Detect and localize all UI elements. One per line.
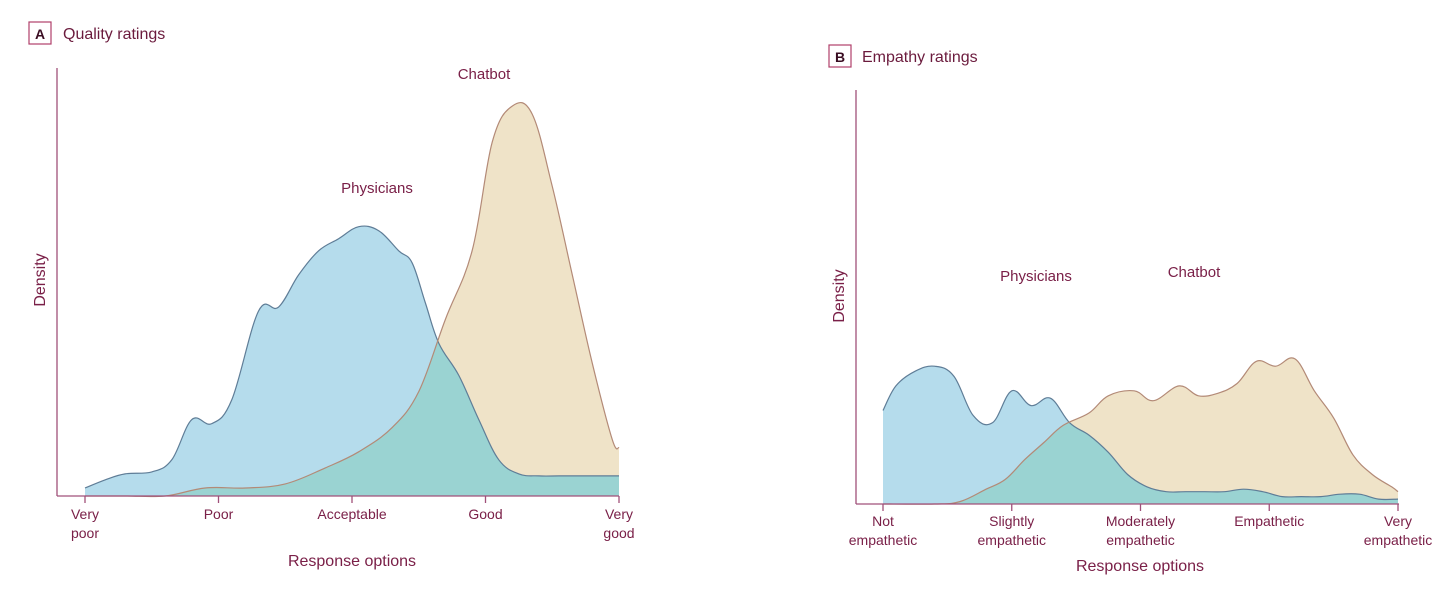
physicians-density-line — [882, 365, 1399, 501]
chatbot-density-area — [883, 357, 1398, 505]
x-tick-label: Very empathetic — [1364, 513, 1432, 548]
panel-empathy-ratings: B Empathy ratings Not empathetic Slightly e… — [828, 44, 1432, 575]
x-tick-label: Slightly empathetic — [978, 513, 1046, 548]
panel-b-x-label: Response options — [1076, 558, 1204, 575]
chatbot-density-line — [85, 101, 620, 498]
chatbot-density-area — [85, 102, 619, 497]
physicians-series-label: Physicians — [341, 180, 413, 197]
physicians-density-line — [84, 225, 619, 489]
physicians-series-label: Physicians — [1000, 268, 1072, 285]
panel-a-title: Quality ratings — [63, 26, 165, 43]
panel-a-ticks: Very poor Poor Acceptable Good Very good — [71, 496, 635, 541]
x-tick-label: Very poor — [71, 506, 99, 541]
panel-b-title: Empathy ratings — [862, 49, 978, 66]
panel-a-x-label: Response options — [288, 553, 416, 570]
x-tick-label: Very good — [603, 506, 634, 541]
panel-b-letter: B — [835, 49, 845, 65]
physicians-density-area — [883, 366, 1398, 504]
panel-a-letter: A — [35, 26, 45, 42]
x-tick-label: Empathetic — [1234, 513, 1304, 529]
physicians-density-area — [85, 226, 619, 497]
panel-b-letter-box — [828, 44, 852, 68]
x-tick-label: Good — [468, 506, 502, 522]
chatbot-density-line — [882, 357, 1399, 505]
panel-a-y-label: Density — [32, 253, 49, 306]
chatbot-series-label: Chatbot — [458, 66, 511, 83]
panel-b-y-label: Density — [831, 269, 848, 322]
x-tick-label: Not empathetic — [849, 513, 917, 548]
chatbot-series-label: Chatbot — [1168, 264, 1221, 281]
x-tick-label: Acceptable — [317, 506, 386, 522]
panel-b-ticks: Not empathetic Slightly empathetic Moderatel… — [849, 504, 1432, 548]
x-tick-label: Poor — [204, 506, 234, 522]
panel-quality-ratings: A Quality ratings Very poor Poor Acceptable… — [28, 21, 635, 570]
panel-a-letter-box — [28, 21, 52, 45]
x-tick-label: Moderately empathetic — [1106, 513, 1175, 548]
